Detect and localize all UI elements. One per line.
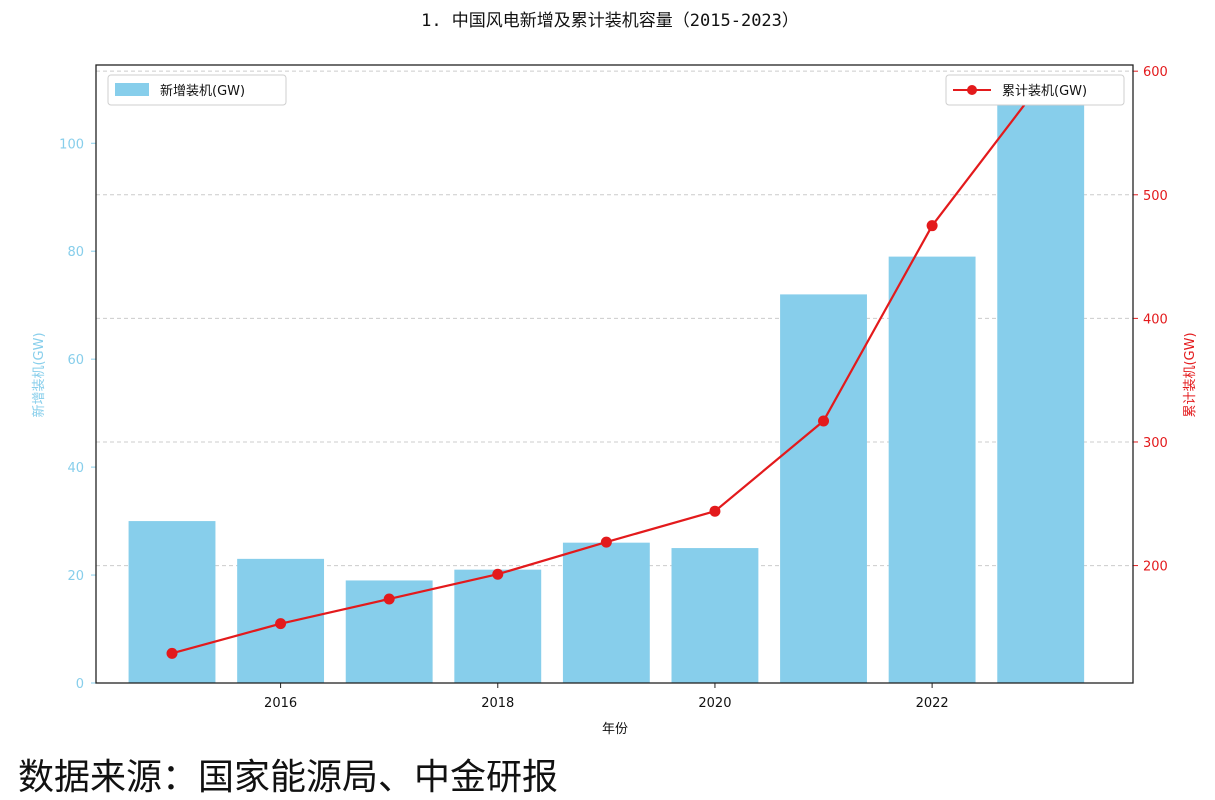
legend-label-bars: 新增装机(GW)	[160, 83, 245, 99]
bar-2023	[997, 94, 1085, 683]
y-left-tick-label: 20	[67, 569, 84, 584]
x-axis-label: 年份	[602, 722, 628, 737]
legend-bars: 新增装机(GW)	[107, 74, 287, 106]
bar-2022	[888, 256, 976, 683]
gridlines	[96, 70, 1133, 567]
x-tick-label: 2018	[481, 696, 514, 711]
y-left-tick-label: 40	[67, 461, 84, 476]
x-tick-label: 2020	[698, 696, 731, 711]
source-note: 数据来源：国家能源局、中金研报	[18, 757, 559, 798]
y-right-tick-label: 300	[1143, 436, 1168, 451]
y-left-tick-label: 60	[67, 353, 84, 368]
y-right-tick-label: 400	[1143, 312, 1168, 327]
line-point-2015	[166, 647, 178, 659]
y-right-tick-label: 600	[1143, 65, 1168, 80]
bar-2020	[671, 548, 759, 683]
line-point-2021	[818, 415, 830, 427]
legend-box-line	[945, 74, 1125, 106]
bar-2021	[780, 294, 867, 683]
line-point-2019	[600, 536, 612, 548]
y-right-tick-label: 500	[1143, 189, 1168, 204]
bar-series	[128, 94, 1085, 683]
y-right-axis-label: 累计装机(GW)	[1183, 332, 1198, 417]
legend-label-line: 累计装机(GW)	[1002, 84, 1087, 99]
axes: 0 20 40 60 80 100 200 300 400 500 600 2016 2018 2020 2…	[59, 65, 1168, 711]
legend-line: 累计装机(GW)	[945, 74, 1125, 106]
line-series	[166, 78, 1047, 659]
legend-swatch-bars	[115, 83, 149, 96]
line-point-2022	[926, 220, 938, 232]
bar-2019	[562, 542, 650, 683]
line-point-2017	[383, 593, 395, 605]
line-point-2016	[275, 618, 287, 630]
x-tick-label: 2016	[264, 696, 297, 711]
line-point-2020	[709, 505, 721, 517]
bar-2018	[454, 569, 542, 683]
legend-swatch-marker	[967, 85, 977, 95]
x-tick-label: 2022	[916, 696, 949, 711]
chart-title: 1. 中国风电新增及累计装机容量（2015-2023）	[421, 11, 799, 31]
y-left-tick-label: 0	[76, 677, 84, 692]
chart: 1. 中国风电新增及累计装机容量（2015-2023） 0 20 40 60 80 100…	[31, 11, 1198, 737]
y-right-tick-label: 200	[1143, 560, 1168, 575]
y-left-tick-label: 80	[67, 245, 84, 260]
legend-box-bars	[107, 74, 287, 106]
line-point-2018	[492, 568, 504, 580]
y-left-axis-label: 新增装机(GW)	[31, 332, 47, 417]
y-left-tick-label: 100	[59, 137, 84, 152]
plot-frame	[95, 64, 1134, 684]
